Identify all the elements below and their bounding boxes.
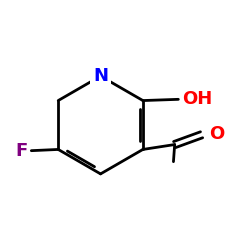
Text: F: F xyxy=(16,142,28,160)
Text: OH: OH xyxy=(182,90,212,108)
Text: O: O xyxy=(209,124,224,142)
Text: N: N xyxy=(93,67,108,85)
